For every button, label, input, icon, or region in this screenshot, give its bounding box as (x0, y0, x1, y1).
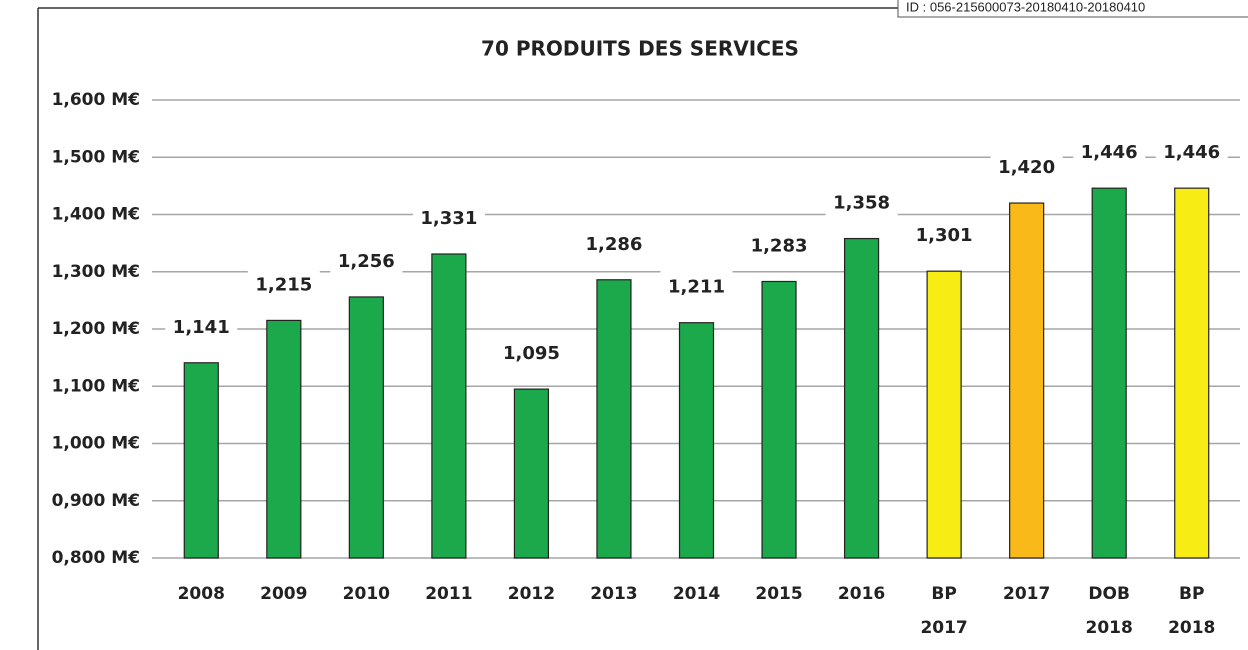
x-tick-label: 2008 (178, 584, 225, 604)
bar (1091, 187, 1127, 559)
value-label: 1,141 (173, 317, 230, 338)
x-tick-label: DOB 2018 (1086, 584, 1133, 638)
value-label-bg (247, 266, 320, 303)
chart-title: 70 PRODUITS DES SERVICES (481, 37, 799, 61)
x-tick-label: 2014 (673, 584, 720, 604)
value-label: 1,095 (503, 343, 560, 364)
bar (431, 253, 467, 559)
value-label: 1,446 (1081, 142, 1138, 163)
x-tick-label: 2015 (755, 584, 802, 604)
bar (596, 279, 632, 559)
value-label: 1,446 (1163, 142, 1220, 163)
value-label: 1,331 (420, 208, 477, 229)
value-label-bg (1073, 134, 1146, 171)
bar (843, 237, 880, 559)
x-tick-label: BP 2017 (920, 584, 967, 638)
value-label-bg (577, 225, 650, 262)
y-tick-label: 1,600 M€ (52, 90, 140, 110)
bar (761, 280, 797, 559)
value-label: 1,301 (916, 225, 973, 246)
x-tick-label: 2017 (1003, 584, 1050, 604)
value-label-bg (330, 242, 403, 279)
value-label-bg (743, 227, 816, 264)
bar (1174, 187, 1210, 559)
value-label-bg (990, 149, 1063, 186)
y-tick-label: 1,200 M€ (52, 319, 140, 339)
value-label: 1,215 (255, 274, 312, 295)
y-tick-label: 1,100 M€ (52, 376, 140, 396)
id-stamp: ID : 056-215600073-20180410-20180410 (906, 0, 1145, 14)
bar (678, 322, 715, 559)
y-tick-label: 1,300 M€ (52, 262, 140, 282)
y-tick-label: 1,500 M€ (52, 147, 140, 167)
x-tick-label: 2011 (425, 584, 472, 604)
value-label-bg (825, 184, 898, 221)
value-label-bg (495, 335, 568, 372)
x-tick-label: 2009 (260, 584, 307, 604)
value-label-bg (1155, 134, 1228, 171)
id-box (897, 0, 1248, 18)
value-label: 1,420 (998, 157, 1055, 178)
y-tick-label: 1,000 M€ (52, 434, 140, 454)
value-label-bg (660, 268, 733, 305)
bar (348, 296, 384, 559)
x-tick-label: BP 2018 (1168, 584, 1215, 638)
bar (1009, 202, 1045, 559)
value-label: 1,358 (833, 193, 890, 214)
value-label: 1,283 (751, 235, 808, 256)
value-label-bg (908, 217, 981, 254)
x-tick-label: 2016 (838, 584, 885, 604)
y-tick-label: 0,800 M€ (52, 548, 140, 568)
bar (926, 270, 962, 559)
bar (513, 388, 550, 559)
value-label: 1,256 (338, 251, 395, 272)
y-tick-label: 1,400 M€ (52, 205, 140, 225)
x-tick-label: 2013 (590, 584, 637, 604)
bar (183, 362, 219, 559)
x-tick-label: 2012 (508, 584, 555, 604)
x-tick-label: 2010 (343, 584, 390, 604)
value-label: 1,211 (668, 277, 725, 298)
bar (266, 319, 302, 559)
value-label: 1,286 (585, 234, 642, 255)
value-label-bg (412, 200, 485, 237)
value-label-bg (165, 308, 238, 345)
y-tick-label: 0,900 M€ (52, 491, 140, 511)
